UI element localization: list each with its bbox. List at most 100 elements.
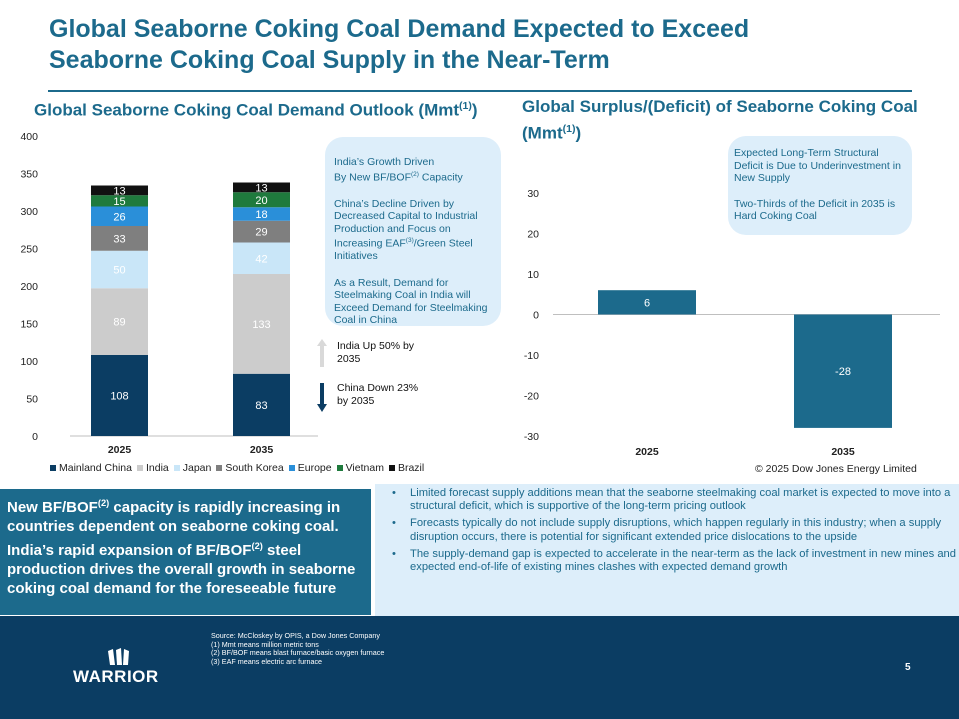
surplus-chart-title: Global Surplus/(Deficit) of Seaborne Cok… — [522, 95, 922, 145]
bar-segment — [91, 226, 148, 251]
key-message-sup1: (2) — [97, 498, 110, 508]
data-label: 29 — [255, 227, 267, 239]
callout-china-decline: China’s Decline Driven by Decreased Capi… — [334, 184, 501, 263]
demand-chart-title-text: Global Seaborne Coking Coal Demand Outlo… — [34, 100, 460, 120]
key-message-sup2: (2) — [251, 540, 263, 551]
bullet-list: Limited forecast supply additions mean t… — [392, 487, 957, 578]
y-tick-label: -30 — [524, 431, 539, 443]
legend-swatch — [136, 465, 143, 471]
legend-swatch — [216, 465, 223, 471]
y-tick-label: 350 — [20, 169, 38, 181]
bar — [794, 314, 892, 428]
data-label: 18 — [255, 209, 267, 221]
demand-chart-title-end: ) — [471, 100, 478, 120]
bar-segment — [91, 288, 148, 355]
y-tick-label: 250 — [20, 244, 38, 256]
warrior-logo-icon — [108, 648, 129, 665]
data-label: 33 — [113, 233, 125, 245]
callout-result: As a Result, Demand for Steelmaking Coal… — [334, 276, 488, 327]
key-message-panel — [0, 489, 371, 615]
bar-segment — [91, 185, 148, 196]
source-line: (2) BF/BOF means blast furnace/basic oxy… — [211, 648, 385, 657]
page-number: 5 — [905, 662, 911, 673]
y-tick-label: 20 — [527, 229, 539, 241]
bar-segment — [91, 355, 148, 436]
y-tick-label: 10 — [527, 269, 539, 281]
legend-label: Mainland China — [59, 462, 132, 474]
bar-segment — [233, 274, 290, 374]
callout-india-sup: (2) — [411, 170, 419, 178]
legend-swatch — [288, 465, 295, 471]
legend-label: Japan — [182, 462, 212, 474]
data-label: -28 — [835, 366, 851, 378]
y-tick-label: 50 — [26, 394, 38, 406]
key-message-part2: capacity is rapidly increasing in countr… — [7, 499, 341, 559]
source-line: Source: McCloskey by OPIS, a Dow Jones C… — [211, 631, 380, 640]
x-tick-label: 2025 — [108, 444, 132, 456]
data-label: 20 — [255, 195, 267, 207]
legend-swatch — [50, 465, 56, 471]
legend-label: Brazil — [397, 462, 425, 474]
source-line: (1) Mmt means million metric tons — [211, 639, 319, 649]
y-tick-label: 0 — [32, 431, 38, 443]
data-label: 13 — [255, 182, 267, 194]
y-tick-label: 0 — [533, 310, 539, 322]
legend-swatch — [388, 465, 395, 471]
surplus-deficit-bar-chart: -30 -20 -10 0 10 20 30 6 2025 -28 2035 — [524, 188, 940, 458]
y-tick-label: 100 — [20, 356, 38, 368]
deficit-callout-p2: Two-Thirds of the Deficit in 2035 is Har… — [734, 197, 896, 223]
legend-swatch — [173, 465, 180, 471]
key-message-text: New BF/BOF(2) capacity is rapidly increa… — [7, 494, 367, 598]
bar-segment — [233, 242, 290, 274]
callout-china-sup: (3) — [405, 237, 414, 244]
demand-stacked-bar-chart: 0501001502002503003504001088950332615132… — [20, 131, 318, 456]
bar-segment — [233, 207, 290, 221]
callout-india-line2-end: Capacity — [418, 171, 463, 183]
callout-india-growth: India’s Growth Driven By New BF/BOF(2) Ca… — [334, 137, 501, 184]
footer-bar — [0, 616, 959, 719]
data-label: 13 — [113, 185, 125, 197]
slide-title-line-2: Seaborne Coking Coal Supply in the Near-… — [49, 46, 610, 74]
bar-segment — [91, 195, 148, 207]
x-tick-label: 2035 — [831, 446, 855, 458]
y-tick-label: 200 — [20, 281, 38, 293]
surplus-chart-title-text: Global Surplus/(Deficit) of Seaborne Cok… — [522, 97, 918, 143]
source-line: (3) EAF means electric arc furnace — [211, 656, 323, 666]
bar-segment — [233, 220, 290, 243]
y-tick-label: 400 — [20, 131, 38, 143]
data-label: 108 — [110, 391, 128, 403]
bar-segment — [91, 206, 148, 226]
legend-label: Europe — [297, 462, 332, 474]
arrow-down-icon — [317, 383, 327, 412]
x-tick-label: 2035 — [250, 444, 274, 456]
key-message-part1: New BF/BOF — [7, 499, 98, 516]
india-china-callout: India’s Growth Driven By New BF/BOF(2) Ca… — [325, 137, 501, 326]
title-divider — [48, 90, 912, 92]
legend-label: India — [145, 462, 169, 474]
callout-china-text-end: /Green Steel Initiatives — [334, 237, 473, 263]
demand-chart-title: Global Seaborne Coking Coal Demand Outlo… — [34, 95, 514, 122]
bullet-item: The supply-demand gap is expected to acc… — [392, 548, 957, 574]
demand-chart-title-sup: (1) — [459, 100, 472, 112]
y-tick-label: -20 — [524, 391, 539, 403]
bar — [598, 290, 696, 315]
arrow-up-icon — [317, 339, 327, 367]
china-down-label: China Down 23% by 2035 — [337, 382, 419, 407]
callout-india-line1: India’s Growth Driven — [334, 156, 435, 168]
bar-segment — [233, 373, 290, 436]
bar-segment — [91, 250, 148, 289]
slide-title: Global Seaborne Coking Coal Demand Expec… — [49, 14, 929, 76]
bar-segment — [233, 192, 290, 208]
copyright-text: © 2025 Dow Jones Energy Limited — [755, 463, 917, 475]
legend-item: South Korea — [216, 462, 284, 474]
demand-chart-legend: Mainland China India Japan South Korea Europ… — [50, 462, 429, 474]
legend-label: Vietnam — [345, 462, 384, 474]
legend-item: Europe — [288, 462, 332, 474]
y-tick-label: 300 — [20, 206, 38, 218]
deficit-callout-p1: Expected Long-Term Structural Deficit is… — [734, 147, 901, 184]
bullet-item: Forecasts typically do not include suppl… — [392, 517, 957, 543]
legend-item: Brazil — [388, 462, 425, 474]
legend-item: India — [136, 462, 169, 474]
arrow-annotations — [317, 339, 327, 412]
data-label: 6 — [644, 297, 650, 309]
